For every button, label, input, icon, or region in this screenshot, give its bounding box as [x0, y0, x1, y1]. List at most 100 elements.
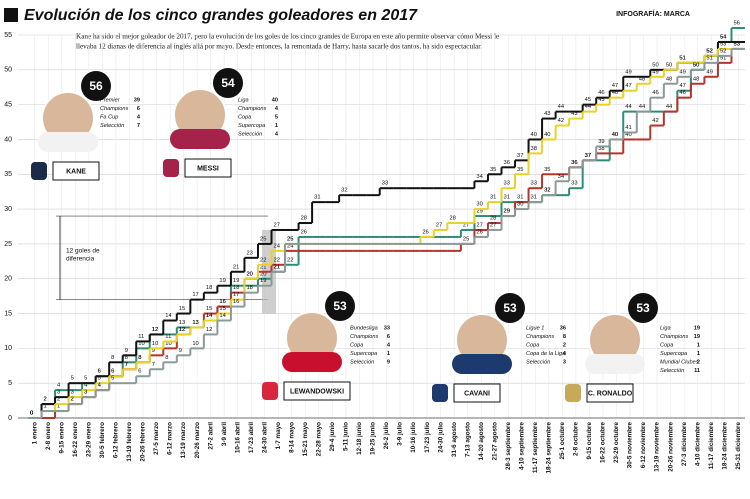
- data-label: 22: [274, 257, 280, 263]
- x-tick-label: 6-12 noviembre: [640, 422, 647, 469]
- annotation-text: 12 goles de: [66, 248, 100, 255]
- data-label: 16: [233, 299, 239, 305]
- data-label: 44: [625, 104, 632, 110]
- stat-label: Selección: [350, 359, 374, 365]
- data-label: 41: [625, 125, 631, 131]
- data-label: 8: [138, 355, 141, 361]
- data-label: 54: [720, 34, 727, 40]
- x-tick-label: 21-27 agosto: [491, 422, 498, 461]
- data-label: 49: [679, 69, 685, 75]
- x-tick-label: 11-17 septiembre: [532, 422, 539, 474]
- data-label: 47: [625, 83, 631, 89]
- data-label: 28: [490, 216, 496, 222]
- x-tick-label: 9-15 enero: [58, 422, 65, 454]
- stat-value: 3: [563, 359, 566, 365]
- data-label: 48: [639, 76, 645, 82]
- intro-line: llevaba 12 dianas de diferencia al inglé…: [76, 43, 482, 51]
- data-label: 49: [706, 69, 712, 75]
- data-label: 37: [517, 153, 523, 159]
- stat-label: Liga: [238, 97, 249, 103]
- stat-label: Copa: [526, 342, 539, 348]
- data-label: 35: [544, 167, 550, 173]
- data-label: 11: [165, 334, 171, 340]
- y-tick-label: 55: [4, 32, 12, 39]
- stat-value: 6: [137, 106, 140, 112]
- x-tick-label: 29-4 junio: [329, 422, 336, 452]
- data-label: 6: [111, 369, 114, 375]
- data-label: 33: [503, 181, 509, 187]
- data-label: 6: [111, 369, 114, 375]
- stat-value: 8: [563, 334, 566, 340]
- stat-label: Champions: [526, 334, 554, 340]
- x-tick-label: 4-10 diciembre: [694, 422, 701, 467]
- data-label: 43: [571, 111, 577, 117]
- data-label: 7: [152, 362, 155, 368]
- stat-value: 7: [137, 123, 140, 129]
- data-label: 18: [246, 285, 252, 291]
- data-label: 52: [720, 48, 726, 54]
- data-label: 14: [219, 313, 226, 319]
- data-label: 37: [585, 153, 591, 159]
- y-tick-label: 30: [4, 206, 12, 213]
- x-tick-label: 25-31 diciembre: [735, 422, 742, 470]
- data-label: 26: [476, 229, 482, 235]
- data-label: 1: [57, 404, 60, 410]
- data-label: 40: [612, 132, 618, 138]
- data-label: 42: [558, 118, 564, 124]
- stat-value: 1: [697, 342, 700, 348]
- data-label: 16: [219, 299, 225, 305]
- data-label: 51: [679, 55, 685, 61]
- data-label: 40: [625, 132, 631, 138]
- data-label: 18: [206, 285, 212, 291]
- x-tick-label: 19-25 junio: [370, 422, 377, 455]
- data-label: 48: [666, 76, 672, 82]
- data-label: 37: [585, 153, 591, 159]
- data-label: 0: [30, 411, 33, 417]
- y-tick-label: 50: [4, 67, 12, 74]
- logo: [31, 162, 47, 180]
- x-tick-label: 1 enero: [31, 422, 38, 445]
- data-label: 29: [476, 209, 482, 215]
- data-label: 0: [30, 411, 33, 417]
- data-label: 2: [71, 397, 74, 403]
- total-badge: [628, 293, 658, 323]
- player-shirt: [38, 132, 98, 152]
- x-tick-label: 15-21 mayo: [302, 422, 309, 456]
- data-label: 3: [84, 390, 87, 396]
- data-label: 53: [733, 41, 739, 47]
- data-label: 36: [503, 160, 509, 166]
- total-value: 54: [221, 76, 235, 90]
- x-tick-label: 1-7 mayo: [275, 422, 282, 449]
- stat-value: 1: [697, 351, 700, 357]
- stat-label: Champions: [100, 106, 128, 112]
- total-value: 53: [333, 299, 347, 313]
- data-label: 6: [138, 369, 141, 375]
- data-label: 15: [219, 306, 225, 312]
- data-label: 25: [463, 236, 469, 242]
- x-tick-label: 16-22 octubre: [600, 422, 607, 463]
- name-box: [283, 381, 351, 401]
- player-card: 56 Premier 39 Champions 6 Fa Cup 4 Selección 7 KA…: [31, 71, 141, 181]
- data-label: 53: [733, 41, 739, 47]
- data-label: 13: [192, 320, 198, 326]
- data-label: 21: [233, 264, 239, 270]
- player-name: KANE: [66, 168, 86, 175]
- stat-value: 4: [275, 131, 279, 137]
- data-label: 46: [679, 90, 685, 96]
- data-label: 14: [165, 313, 172, 319]
- data-label: 4: [84, 383, 88, 389]
- data-label: 32: [544, 188, 550, 194]
- data-label: 45: [598, 97, 604, 103]
- x-tick-label: 2-8 enero: [45, 422, 52, 450]
- data-label: 50: [693, 62, 699, 68]
- x-tick-label: 11-17 diciembre: [708, 422, 715, 470]
- data-label: 39: [598, 139, 604, 145]
- data-label: 12: [152, 327, 158, 333]
- data-label: 27: [274, 223, 280, 229]
- data-label: 51: [720, 55, 726, 61]
- data-label: 25: [260, 236, 266, 242]
- x-tick-label: 28-3 septiembre: [505, 422, 512, 470]
- x-tick-label: 24-30 julio: [437, 422, 444, 453]
- data-label: 50: [652, 62, 658, 68]
- x-tick-label: 27-2 abril: [207, 422, 214, 450]
